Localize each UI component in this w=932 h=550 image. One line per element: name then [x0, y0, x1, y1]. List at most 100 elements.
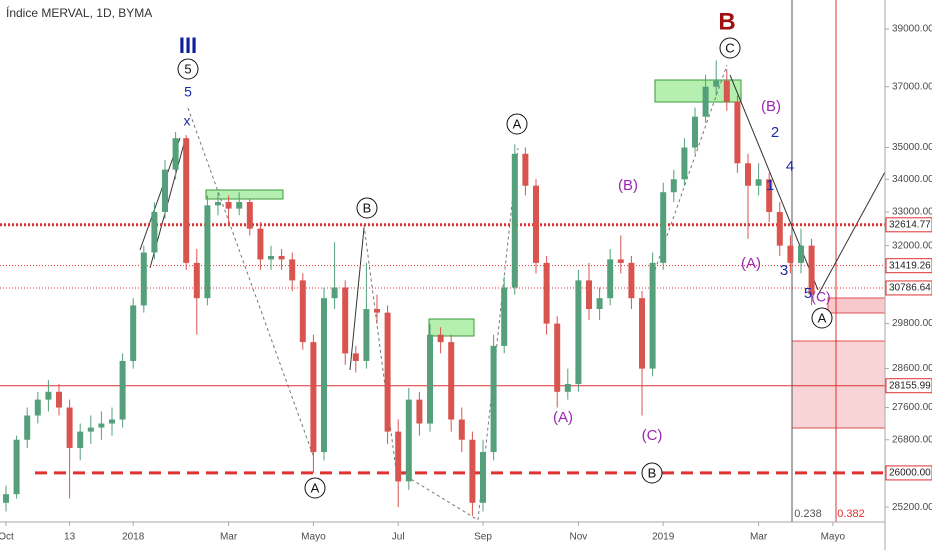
- trend-line: [817, 171, 886, 296]
- candle-body: [692, 116, 698, 148]
- trend-line: [187, 107, 315, 459]
- candle-body: [246, 202, 253, 229]
- x-tick-label: Nov: [570, 532, 588, 543]
- zone: [428, 318, 475, 337]
- candle-body: [331, 287, 338, 299]
- wave-circle: [811, 307, 833, 329]
- trend-line: [395, 469, 479, 521]
- candle-body: [670, 179, 677, 193]
- candle-body: [798, 245, 804, 263]
- candle-body: [511, 153, 518, 288]
- x-tick-label: Mayo: [301, 532, 326, 543]
- y-tick-label: 32000.00: [892, 240, 932, 251]
- x-tick-label: Mar: [750, 532, 768, 543]
- candle-body: [183, 138, 190, 263]
- candle-body: [204, 205, 211, 299]
- candle-body: [236, 202, 243, 209]
- price-label-box: [885, 217, 932, 233]
- candle-body: [681, 147, 688, 180]
- candle-body: [384, 312, 391, 432]
- x-tick-label: Oct: [0, 532, 14, 543]
- candle-body: [405, 399, 412, 482]
- trend-line: [363, 224, 397, 471]
- candle-body: [745, 163, 751, 186]
- candle-body: [575, 280, 582, 385]
- x-tick-label: Mar: [220, 532, 238, 543]
- zone: [205, 189, 284, 200]
- wave-circle: [641, 462, 663, 484]
- candle-body: [13, 439, 20, 495]
- candle-body: [533, 185, 539, 263]
- price-label: 30786.64: [889, 283, 931, 294]
- wave-circle: [304, 477, 326, 499]
- trend-line: [349, 227, 365, 371]
- candle-body: [130, 305, 137, 361]
- candle-body: [56, 391, 62, 408]
- wave-label: 5: [184, 61, 191, 76]
- wave-label: A: [513, 116, 522, 131]
- zone: [827, 297, 886, 314]
- candle-body: [310, 342, 317, 453]
- candle-body: [522, 153, 529, 186]
- candle-body: [586, 280, 592, 310]
- x-tick-label: Jul: [392, 532, 405, 543]
- price-label: 31419.26: [889, 260, 931, 271]
- candle-body: [374, 309, 380, 313]
- candle-body: [87, 427, 94, 432]
- candle-body: [363, 309, 370, 361]
- candle-body: [257, 228, 264, 260]
- y-tick-label: 28600.00: [892, 363, 932, 374]
- candle-body: [225, 202, 232, 209]
- y-tick-label: 26800.00: [892, 434, 932, 445]
- candle-body: [342, 287, 349, 354]
- candle-body: [660, 192, 667, 263]
- price-label: 32614.77: [889, 219, 931, 230]
- wave-label: A: [818, 310, 827, 325]
- wave-circle: [356, 197, 378, 219]
- candle-body: [278, 255, 285, 260]
- candle-body: [34, 399, 41, 416]
- candle-body: [776, 211, 783, 246]
- wave-label: (B): [761, 98, 781, 115]
- candle-body: [352, 353, 359, 361]
- price-label-box: [885, 465, 932, 481]
- candle-body: [766, 179, 773, 212]
- candle-body: [416, 399, 423, 424]
- candle-body: [554, 323, 561, 392]
- candle-body: [458, 419, 465, 440]
- wave-label: x: [184, 113, 191, 129]
- wave-label: (B): [618, 177, 638, 194]
- x-tick-label: Mayo: [821, 532, 846, 543]
- wave-label: 5: [804, 285, 812, 302]
- wave-label: (C): [811, 289, 830, 305]
- candle-body: [480, 452, 486, 503]
- wave-label: B: [648, 465, 657, 480]
- candle-body: [193, 262, 200, 299]
- zone: [654, 79, 742, 103]
- wave-label: 3: [780, 262, 788, 279]
- wave-label: 0.382: [837, 508, 865, 520]
- candle-body: [437, 334, 444, 343]
- plot: [0, 60, 885, 516]
- y-tick-label: 27600.00: [892, 402, 932, 413]
- wave-circle: [719, 37, 741, 59]
- wave-label: B: [363, 200, 372, 215]
- candle-body: [109, 419, 115, 424]
- candle-body: [215, 202, 221, 206]
- x-tick-label: 13: [64, 532, 76, 543]
- candle-body: [564, 384, 571, 392]
- wave-label: (C): [642, 427, 663, 444]
- drawings: [139, 0, 886, 522]
- candle-body: [289, 259, 296, 281]
- candle-body: [501, 287, 508, 346]
- y-tick-label: 39000.00: [892, 24, 932, 35]
- candle-body: [755, 179, 762, 186]
- wave-label: C: [725, 40, 734, 55]
- wave-label: (A): [741, 255, 761, 272]
- zone: [791, 340, 886, 429]
- y-tick-label: 25200.00: [892, 502, 932, 513]
- y-tick-label: 29800.00: [892, 318, 932, 329]
- candle-body: [119, 360, 126, 420]
- candle-body: [787, 245, 794, 263]
